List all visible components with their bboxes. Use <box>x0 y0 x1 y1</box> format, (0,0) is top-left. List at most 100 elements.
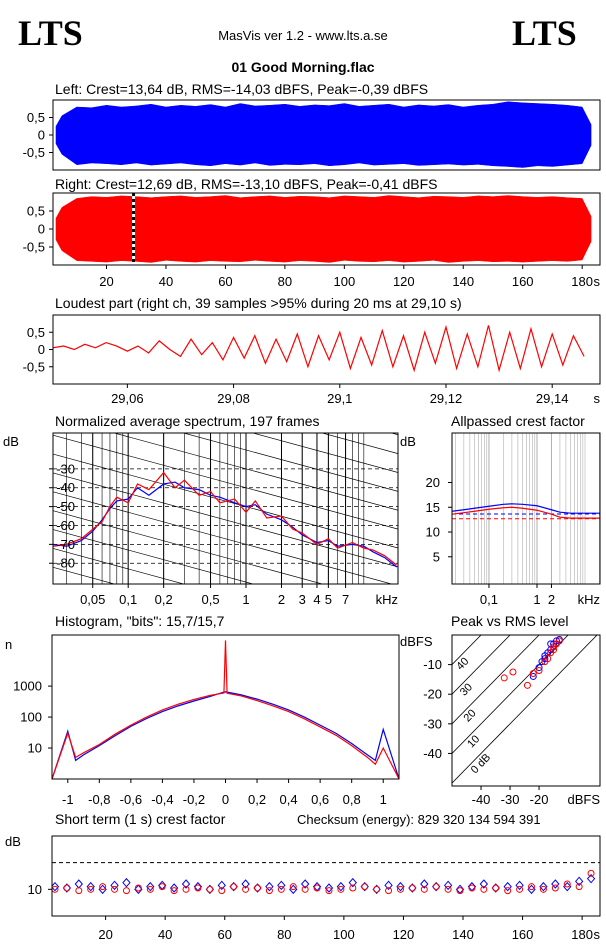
point <box>509 668 517 676</box>
y-tick-label: -0,5 <box>23 359 45 374</box>
point <box>122 877 131 888</box>
x-tick-label: 180 <box>571 927 593 942</box>
panel-title: Left: Crest=13,64 dB, RMS=-14,03 dBFS, P… <box>55 81 428 97</box>
slope-line <box>182 433 398 492</box>
point <box>170 887 178 895</box>
point <box>516 885 524 893</box>
point <box>146 881 155 892</box>
x-tick-label: 80 <box>278 274 292 289</box>
point <box>420 885 428 893</box>
plot-frame <box>52 99 601 171</box>
x-tick-label: -0,2 <box>183 792 205 807</box>
x-axis-label: s <box>594 274 601 289</box>
point <box>575 883 583 891</box>
point <box>110 880 119 891</box>
crest-line <box>452 635 598 784</box>
x-tick-label: -0,6 <box>120 792 142 807</box>
x-tick-label: 100 <box>333 927 355 942</box>
x-tick-label: 0,1 <box>480 592 498 607</box>
plot-area <box>55 101 592 168</box>
x-tick-label: 120 <box>393 927 415 942</box>
y-tick-label: 0 <box>38 222 45 237</box>
point <box>325 887 333 895</box>
point <box>443 880 453 891</box>
x-tick-label: 7 <box>342 592 349 607</box>
x-tick-label: -20 <box>530 792 549 807</box>
point <box>492 884 500 892</box>
point <box>134 884 143 895</box>
x-tick-label: 2 <box>548 592 555 607</box>
crest-line <box>452 635 540 725</box>
point <box>529 669 537 677</box>
x-axis-label: s <box>594 391 601 406</box>
x-tick-label: 29,08 <box>217 391 250 406</box>
slope-line <box>53 303 398 397</box>
x-tick-label: -1 <box>62 792 74 807</box>
series-line <box>53 471 398 566</box>
x-tick-label: 120 <box>393 274 415 289</box>
slope-line <box>53 566 116 584</box>
point <box>515 880 524 891</box>
point <box>194 884 202 892</box>
waveform-lower <box>55 228 592 263</box>
y-tick-label: 100 <box>20 710 42 725</box>
plot-area <box>53 324 585 373</box>
slope-line <box>53 681 398 775</box>
point <box>349 884 357 892</box>
y-tick-label: 1000 <box>13 679 42 694</box>
x-tick-label: 160 <box>512 274 534 289</box>
panel-title: Short term (1 s) crest factor <box>55 811 226 827</box>
x-tick-label: 0,2 <box>248 792 266 807</box>
x-tick-label: 0,8 <box>343 792 361 807</box>
panel-title: Normalized average spectrum, 197 frames <box>55 413 320 429</box>
y-tick-label: -70 <box>56 537 75 552</box>
slope-line <box>53 529 255 584</box>
plot-frame <box>52 192 601 266</box>
y-tick-label: -50 <box>56 499 75 514</box>
slope-line <box>53 472 398 568</box>
x-tick-label: 0 <box>222 792 229 807</box>
point <box>134 884 142 892</box>
y-tick-label: -40 <box>423 746 442 761</box>
x-tick-label: 29,1 <box>327 391 352 406</box>
point <box>217 880 226 891</box>
point <box>384 880 393 891</box>
series-line <box>53 324 585 373</box>
crest-line-label: 30 <box>458 681 475 698</box>
point <box>373 885 381 893</box>
slope-line <box>53 548 185 584</box>
series-line <box>452 506 600 519</box>
x-tick-label: 0,6 <box>311 792 329 807</box>
point <box>75 887 83 895</box>
plot-frame <box>451 432 601 585</box>
point <box>396 881 405 892</box>
point <box>182 885 190 893</box>
x-tick-label: 1 <box>533 592 540 607</box>
crest-line-label: 40 <box>454 655 471 672</box>
y-axis-label: dB <box>400 434 416 449</box>
x-axis-label: dBFS <box>567 792 600 807</box>
point <box>468 884 476 892</box>
point <box>539 885 547 893</box>
point <box>539 881 548 892</box>
x-tick-label: 20 <box>99 274 113 289</box>
crest-line-label: 10 <box>465 733 482 750</box>
y-tick-label: 10 <box>426 525 440 540</box>
point <box>408 884 416 892</box>
y-tick-label: 10 <box>28 882 42 897</box>
point <box>551 884 559 892</box>
waveform-lower <box>55 134 592 168</box>
point <box>99 883 107 891</box>
series-line <box>52 691 399 779</box>
x-tick-label: 2 <box>278 592 285 607</box>
point <box>523 681 531 689</box>
point <box>479 879 489 889</box>
x-tick-label: 20 <box>98 927 112 942</box>
x-axis-label: kHz <box>578 592 600 607</box>
y-axis-label: dBFS <box>400 634 433 649</box>
slope-line <box>53 624 398 718</box>
y-tick-label: 10 <box>28 741 42 756</box>
x-tick-label: 80 <box>277 927 291 942</box>
point <box>336 881 346 892</box>
y-tick-label: -0,5 <box>23 145 45 160</box>
